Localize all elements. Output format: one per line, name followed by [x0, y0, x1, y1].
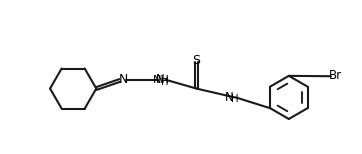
Text: N: N — [119, 73, 128, 86]
Text: N: N — [155, 73, 164, 86]
Text: H: H — [231, 94, 238, 104]
Text: NH: NH — [153, 75, 170, 85]
Text: N: N — [225, 91, 233, 103]
Text: H: H — [161, 77, 169, 87]
Text: S: S — [193, 54, 201, 67]
Text: Br: Br — [328, 69, 342, 82]
